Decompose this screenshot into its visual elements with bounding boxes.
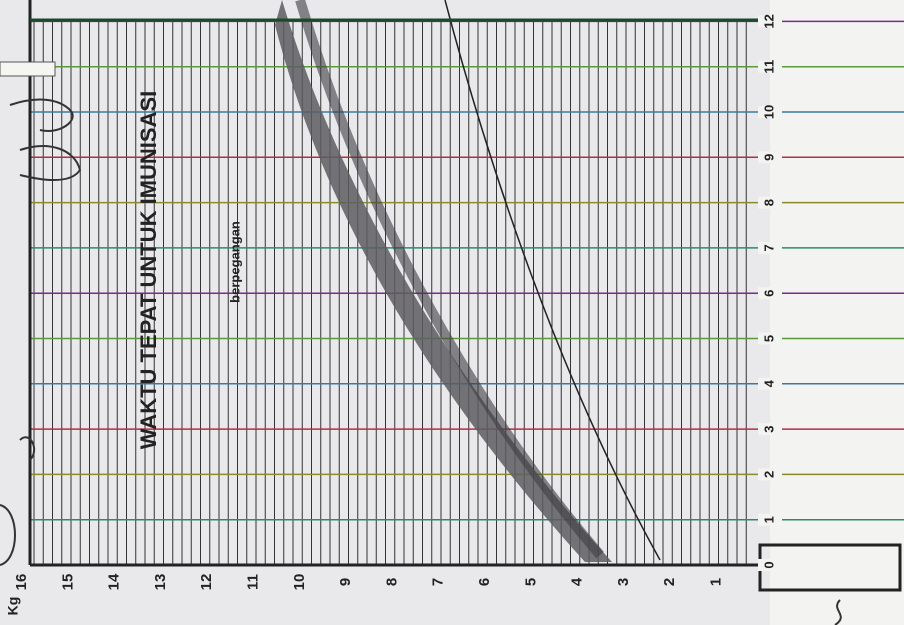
age-tick-label: 12 [761, 14, 776, 28]
weight-tick-label: 8 [383, 578, 400, 586]
growth-chart: WAKTU TEPAT UNTUK IMUNISASI berpegangan … [0, 0, 904, 625]
right-margin [770, 0, 904, 625]
weight-tick-label: 4 [569, 577, 586, 586]
weight-tick-label: 9 [337, 578, 354, 586]
weight-tick-label: 16 [13, 574, 30, 591]
age-tick-label: 7 [761, 244, 776, 251]
weight-tick-label: 3 [615, 578, 632, 586]
weight-tick-label: 5 [522, 578, 539, 586]
immunization-label: WAKTU TEPAT UNTUK IMUNISASI [136, 91, 161, 450]
age-tick-label: 4 [761, 379, 776, 387]
weight-tick-label: 7 [430, 578, 447, 586]
age-tick-label: 2 [761, 471, 776, 478]
age-tick-label: 3 [761, 425, 776, 432]
weight-tick-label: 1 [707, 578, 724, 586]
weight-tick-label: 2 [661, 578, 678, 586]
weight-tick-label: 10 [291, 574, 308, 591]
age-tick-label: 5 [761, 335, 776, 342]
weight-tick-label: 6 [476, 578, 493, 586]
age-tick-label: 0 [761, 561, 776, 568]
weight-tick-label: 13 [152, 574, 169, 591]
milestone-label: berpegangan [227, 221, 242, 303]
age-tick-label: 11 [761, 60, 776, 74]
age-tick-label: 1 [761, 516, 776, 523]
unit-label: Kg [5, 597, 21, 616]
weight-tick-label: 11 [244, 574, 261, 590]
weight-tick-label: 15 [59, 574, 76, 591]
age-tick-label: 8 [761, 199, 776, 206]
age-tick-label: 6 [761, 290, 776, 297]
page: WAKTU TEPAT UNTUK IMUNISASI berpegangan … [0, 0, 904, 625]
weight-tick-label: 14 [106, 573, 123, 590]
weight-tick-label: 12 [198, 574, 215, 591]
age-tick-label: 9 [761, 154, 776, 161]
illustration [0, 62, 55, 76]
age-tick-label: 10 [761, 105, 776, 119]
